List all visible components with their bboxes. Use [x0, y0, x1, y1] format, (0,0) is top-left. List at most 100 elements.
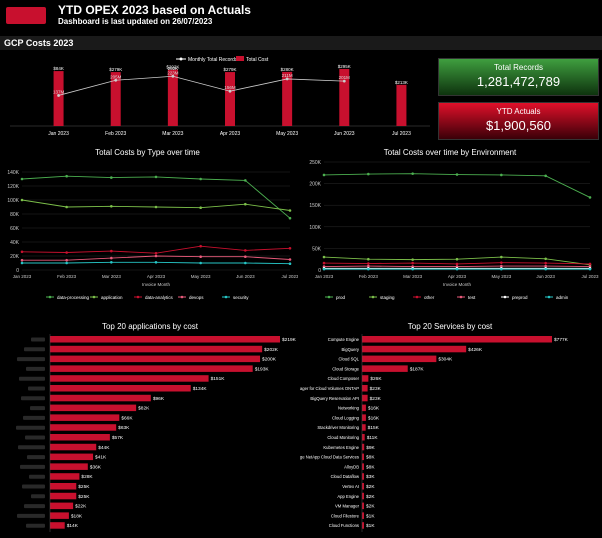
records-point: [285, 77, 289, 81]
top-services-chart-title: Top 20 Services by cost: [407, 322, 493, 331]
x-tick-label: Jun 2023: [236, 274, 255, 279]
bar-data-label: $18K: [71, 513, 83, 519]
y-tick-label: BigQuery: [342, 347, 360, 352]
x-tick-label: Mar 2023: [162, 131, 183, 137]
series-point-security: [20, 261, 24, 265]
bar-data-label: $8K: [366, 455, 375, 461]
y-tick-label: 50K: [312, 246, 322, 252]
y-tick-label: 0: [16, 268, 19, 274]
series-point-admin: [588, 267, 592, 271]
bar: [362, 453, 364, 461]
redacted-app-name: [20, 464, 45, 469]
series-point-admin: [455, 267, 459, 271]
bar-data-label: $41K: [95, 455, 107, 461]
redacted-app-name: [21, 396, 45, 401]
bar-data-label: $280K: [281, 67, 294, 72]
x-tick-label: May 2023: [191, 274, 211, 279]
costs-by-type-chart: 0 20K 40K 60K 80K 100K 120K 140K Jan 2023 Feb 202…: [7, 170, 298, 300]
series-point-devops: [199, 255, 202, 258]
series-point-data-processing: [199, 177, 202, 181]
bar: [362, 404, 366, 412]
kpi-total-records: Total Records 1,281,472,789: [438, 58, 599, 96]
bar-data-label: $16K: [368, 406, 380, 412]
y-tick-label: 200K: [309, 182, 321, 188]
series-point-staging: [500, 255, 503, 259]
top-apps-chart: $219K$202K $200K $193K $151K$134K $96K$82K $6…: [16, 334, 297, 532]
bar: [362, 336, 552, 343]
series-point-staging: [367, 257, 370, 261]
bar: [362, 434, 365, 441]
series-point-prod: [322, 173, 326, 177]
series-point-data-analytics: [20, 250, 24, 254]
x-tick-label: Feb 2023: [359, 274, 379, 279]
y-tick-label: 20K: [10, 254, 20, 260]
bar: [50, 336, 280, 343]
y-tick-label: App Engine: [337, 494, 359, 499]
series-point-test: [367, 264, 370, 268]
y-tick-label: 40K: [10, 240, 20, 246]
series-point-other: [367, 262, 370, 265]
series-point-devops: [244, 255, 247, 258]
redacted-app-name: [30, 406, 45, 411]
y-tick-label: Cloud Monitoring: [327, 435, 359, 440]
x-tick-label: Apr 2023: [448, 274, 467, 279]
kpi-ytd-actuals: YTD Actuals $1,900,560: [438, 102, 599, 140]
y-tick-label: Cloud Dataflow: [331, 474, 360, 479]
section-band: [0, 36, 602, 50]
y-tick-label: Stackdriver Monitoring: [317, 425, 359, 430]
kpi-ytd-actuals-label: YTD Actuals: [496, 107, 541, 116]
series-point-security: [65, 261, 68, 265]
bar: [225, 72, 235, 126]
bar-data-label: $11K: [367, 435, 379, 441]
legend-marker: [459, 295, 463, 299]
bar-data-label: $28K: [81, 474, 93, 480]
series-point-admin: [500, 267, 503, 271]
bar-data-label: $23K: [370, 386, 382, 392]
x-tick-label: May 2023: [276, 131, 298, 137]
bar-data-label: $9K: [366, 445, 375, 451]
y-tick-label: NetApp, Inc. Cloud Manager for Cloud Vol…: [300, 386, 359, 391]
y-tick-label: Cloud Filestore: [331, 513, 360, 518]
bar-data-label: $219K: [282, 337, 297, 343]
bar: [50, 443, 97, 451]
bar: [50, 453, 94, 461]
redacted-app-name: [22, 484, 45, 489]
bar-data-label: $15K: [368, 425, 380, 431]
series-point-data-processing: [154, 175, 158, 179]
redacted-app-name: [27, 455, 45, 460]
legend-marker: [180, 295, 184, 299]
redacted-app-name: [17, 357, 45, 362]
redacted-app-name: [25, 435, 45, 440]
legend-marker: [547, 295, 551, 299]
redacted-app-name: [28, 386, 45, 391]
company-logo: [6, 7, 46, 24]
bar: [362, 365, 408, 372]
bar: [50, 473, 80, 480]
y-tick-label: 250K: [309, 160, 321, 166]
series-point-data-processing: [288, 216, 292, 220]
x-tick-label: Jun 2023: [334, 131, 355, 137]
legend-label: preprod: [512, 295, 528, 300]
legend-marker-records: [179, 57, 183, 61]
series-point-data-processing: [110, 176, 113, 179]
redacted-app-name: [31, 337, 45, 342]
redacted-app-name: [26, 523, 45, 528]
records-point: [228, 89, 232, 93]
series-line-prod: [323, 173, 591, 198]
series-point-security: [154, 261, 158, 264]
bar: [362, 463, 364, 470]
by-type-chart-title: Total Costs by Type over time: [95, 148, 200, 157]
x-tick-label: Feb 2023: [57, 274, 77, 279]
series-point-prod: [588, 196, 592, 199]
y-tick-label: Networking: [338, 406, 360, 411]
series-point-data-processing: [244, 179, 247, 182]
bar: [362, 385, 368, 392]
bar-data-label: $295K: [338, 64, 351, 69]
legend-marker: [136, 295, 140, 299]
records-point: [171, 74, 175, 78]
redacted-app-name: [18, 445, 45, 450]
bar-data-label: $200K: [262, 357, 277, 363]
series-point-devops: [288, 258, 292, 261]
y-tick-label: Cloud Functions: [329, 523, 359, 528]
series-point-data-analytics: [154, 251, 158, 255]
